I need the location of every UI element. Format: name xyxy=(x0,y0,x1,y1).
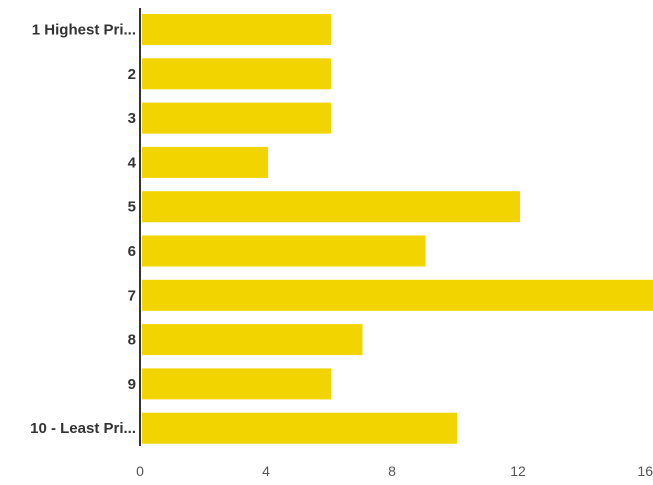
x-tick-16: 16 xyxy=(637,463,653,479)
category-label-2: 2 xyxy=(128,66,136,83)
x-tick-8: 8 xyxy=(388,463,396,479)
category-label-5: 5 xyxy=(128,199,136,216)
bar-5 xyxy=(142,191,520,223)
bar-6 xyxy=(142,235,426,267)
category-label-8: 8 xyxy=(128,332,136,349)
bar-10 xyxy=(142,412,457,444)
category-label-6: 6 xyxy=(128,243,136,260)
x-tick-0: 0 xyxy=(136,463,144,479)
bar-3 xyxy=(142,102,331,134)
category-label-10: 10 - Least Pri... xyxy=(30,420,136,437)
category-label-9: 9 xyxy=(128,376,136,393)
bar-7 xyxy=(142,279,653,311)
bar-8 xyxy=(142,324,363,356)
category-label-1: 1 Highest Pri... xyxy=(32,22,136,39)
category-labels: 1 Highest Pri... 2 3 4 5 6 7 8 9 10 - Least Pri..… xyxy=(30,22,137,438)
bars-group xyxy=(142,14,653,444)
bar-4 xyxy=(142,146,268,178)
bar-2 xyxy=(142,58,331,90)
bar-9 xyxy=(142,368,331,400)
x-tick-4: 4 xyxy=(262,463,270,479)
category-label-3: 3 xyxy=(128,110,136,127)
x-tick-12: 12 xyxy=(510,463,526,479)
x-tick-labels: 0 4 8 12 16 xyxy=(136,463,653,479)
category-label-7: 7 xyxy=(128,287,136,304)
bar-1 xyxy=(142,14,331,45)
category-label-4: 4 xyxy=(128,154,137,171)
